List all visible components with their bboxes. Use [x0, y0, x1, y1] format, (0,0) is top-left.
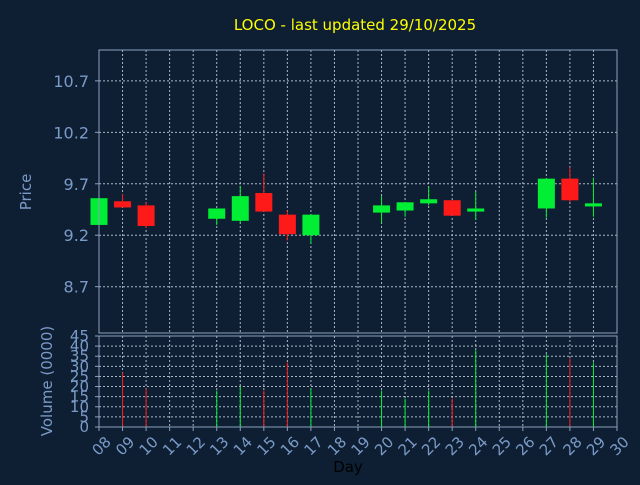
price-tick-label: 10.7	[53, 72, 89, 91]
candle-body	[537, 178, 555, 209]
price-tick-label: 10.2	[53, 123, 89, 142]
volume-tick-label: 40	[70, 337, 89, 355]
candle-body	[373, 205, 391, 213]
price-tick-label: 9.2	[64, 226, 89, 245]
candle-body	[255, 193, 273, 212]
candle-body	[467, 208, 485, 212]
candle-day-24	[467, 192, 485, 220]
volume-tick-label: 0	[79, 418, 89, 436]
candle-body	[584, 203, 602, 207]
candle-day-13	[208, 208, 226, 225]
candle-day-20	[373, 196, 391, 223]
candle-body	[137, 205, 155, 226]
volume-tick-label: 35	[70, 347, 89, 365]
price-tick-label: 8.7	[64, 278, 89, 297]
candle-body	[278, 214, 296, 235]
candle-day-29	[584, 177, 602, 217]
volume-tick-label: 30	[70, 357, 89, 375]
candle-day-17	[302, 214, 320, 244]
volume-tick-label: 45	[70, 327, 89, 345]
candle-day-28	[561, 167, 579, 203]
candle-day-23	[443, 200, 461, 216]
candle-day-9	[114, 194, 132, 208]
volume-tick-label: 5	[79, 408, 89, 426]
price-frame	[98, 49, 618, 334]
chart-title: LOCO - last updated 29/10/2025	[234, 16, 476, 34]
candle-body	[561, 178, 579, 201]
candle-body	[208, 208, 226, 219]
candle-day-15	[255, 173, 273, 212]
candle-body	[396, 202, 414, 211]
volume-axis-label: Volume (0000)	[38, 326, 56, 436]
candle-day-10	[137, 202, 155, 229]
volume-tick-label: 15	[70, 388, 89, 406]
candle-body	[302, 214, 320, 236]
price-tick-label: 9.7	[64, 175, 89, 194]
volume-tick-label: 25	[70, 367, 89, 385]
candle-day-14	[231, 185, 249, 223]
candles	[90, 167, 602, 244]
candle-body	[231, 196, 249, 221]
candle-body	[420, 199, 438, 204]
candle-day-21	[396, 202, 414, 217]
candle-body	[114, 201, 132, 208]
candle-day-16	[278, 210, 296, 241]
price-axis-label: Price	[17, 174, 35, 211]
volume-tick-label: 10	[70, 398, 89, 416]
candle-day-27	[537, 178, 555, 218]
candle-body	[443, 200, 461, 216]
price-tick-labels: 8.7 9.2 9.7 10.2 10.7	[53, 72, 99, 297]
x-axis-label: Day	[333, 458, 363, 476]
candle-day-22	[420, 186, 438, 206]
volume-bars	[122, 350, 594, 427]
volume-tick-label: 20	[70, 378, 89, 396]
